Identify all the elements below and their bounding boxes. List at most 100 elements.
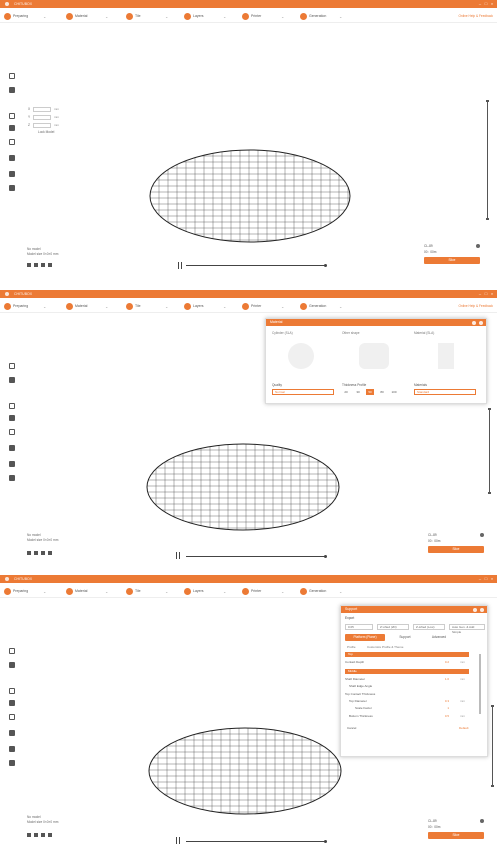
print-icon[interactable] (8, 86, 16, 94)
side-view-icon[interactable] (41, 833, 45, 837)
tab-advanced[interactable]: Advanced (431, 635, 447, 639)
z-scale-slider[interactable] (491, 705, 494, 787)
layer-slider[interactable] (186, 555, 327, 558)
thickness-pill[interactable]: 100 (391, 390, 397, 394)
front-view-icon[interactable] (34, 263, 38, 267)
hollow-icon[interactable] (8, 184, 16, 192)
rotate-icon[interactable] (8, 414, 16, 422)
help-link[interactable]: Online Help & Feedback (458, 304, 493, 308)
support-icon[interactable] (8, 460, 16, 468)
chevron-down-icon[interactable]: ⌄ (339, 13, 343, 19)
customize-link[interactable]: Customize Profile & Theme (367, 645, 404, 649)
print-icon[interactable] (8, 661, 16, 669)
thickness-pill[interactable]: 80 (380, 390, 384, 394)
step-printer[interactable]: Printer ⌄ (242, 587, 284, 595)
z-scale-slider[interactable] (486, 100, 489, 220)
hollow-icon[interactable] (8, 474, 16, 482)
open-file-icon[interactable] (8, 72, 16, 80)
cylinder-shape-option[interactable] (288, 343, 314, 369)
layer-slider[interactable] (186, 264, 327, 267)
chevron-down-icon[interactable]: ⌄ (43, 588, 47, 594)
step-layers[interactable]: Layers ⌄ (184, 12, 226, 20)
tab-support[interactable]: Support (399, 635, 411, 639)
z-scale-slider[interactable] (488, 408, 491, 494)
profile-link[interactable]: Profile (347, 645, 356, 649)
step-material[interactable]: Material ⌄ (66, 587, 108, 595)
chevron-down-icon[interactable]: ⌄ (105, 13, 109, 19)
chevron-down-icon[interactable]: ⌄ (339, 588, 343, 594)
chevron-down-icon[interactable]: ⌄ (281, 303, 285, 309)
hollow-icon[interactable] (8, 759, 16, 767)
step-generation[interactable]: Generation ⌄ (300, 12, 342, 20)
chevron-down-icon[interactable]: ⌄ (165, 303, 169, 309)
setting-value[interactable]: 1 (447, 706, 449, 710)
front-view-icon[interactable] (34, 833, 38, 837)
move-z-input[interactable] (33, 122, 51, 128)
pin-icon[interactable] (473, 607, 477, 612)
step-preparing[interactable]: Preparing ⌄ (4, 587, 46, 595)
step-layers[interactable]: Layers ⌄ (184, 587, 226, 595)
close-icon[interactable] (479, 320, 483, 325)
lift-speed-field[interactable]: Z-Lifted (Low) (413, 624, 445, 630)
close-button[interactable]: × (490, 576, 494, 581)
gear-icon[interactable] (476, 244, 480, 248)
move-icon[interactable] (8, 402, 16, 410)
auto-gen-field[interactable]: Auto Gen. & Add Simple (449, 624, 485, 634)
mirror-icon[interactable] (8, 729, 16, 737)
setting-value[interactable]: 0.5 (444, 714, 449, 718)
support-icon[interactable] (8, 170, 16, 178)
close-button[interactable]: × (490, 291, 494, 296)
slice-button[interactable]: Slice (428, 832, 484, 839)
section-middle[interactable]: Middle (345, 669, 469, 674)
chevron-down-icon[interactable]: ⌄ (43, 303, 47, 309)
maximize-button[interactable]: □ (484, 576, 488, 581)
move-icon[interactable] (8, 687, 16, 695)
step-tile[interactable]: Tile ⌄ (126, 12, 168, 20)
build-plate[interactable] (0, 0, 497, 284)
scale-icon[interactable] (8, 713, 16, 721)
step-tile[interactable]: Tile ⌄ (126, 587, 168, 595)
mirror-icon[interactable] (8, 154, 16, 162)
chevron-down-icon[interactable]: ⌄ (105, 303, 109, 309)
home-view-icon[interactable] (27, 263, 31, 267)
minimize-button[interactable]: – (478, 1, 482, 6)
chevron-down-icon[interactable]: ⌄ (339, 303, 343, 309)
chevron-down-icon[interactable]: ⌄ (165, 588, 169, 594)
default-button[interactable]: Default (459, 726, 469, 730)
cancel-button[interactable]: Cancel (347, 726, 357, 730)
step-preparing[interactable]: Preparing ⌄ (4, 302, 46, 310)
step-material[interactable]: Material ⌄ (66, 12, 108, 20)
scale-icon[interactable] (8, 428, 16, 436)
layer-slider[interactable] (186, 840, 327, 843)
pause-icon[interactable] (176, 837, 180, 844)
pin-icon[interactable] (472, 320, 476, 325)
step-material[interactable]: Material ⌄ (66, 302, 108, 310)
help-link[interactable]: Online Help & Feedback (458, 14, 493, 18)
gear-icon[interactable] (480, 533, 484, 537)
support-icon[interactable] (8, 745, 16, 753)
side-view-icon[interactable] (41, 551, 45, 555)
top-view-icon[interactable] (48, 263, 52, 267)
setting-value[interactable]: 0.3 (444, 699, 449, 703)
step-printer[interactable]: Printer ⌄ (242, 302, 284, 310)
home-view-icon[interactable] (27, 833, 31, 837)
step-preparing[interactable]: Preparing ⌄ (4, 12, 46, 20)
chevron-down-icon[interactable]: ⌄ (223, 303, 227, 309)
step-layers[interactable]: Layers ⌄ (184, 302, 226, 310)
step-printer[interactable]: Printer ⌄ (242, 12, 284, 20)
rotate-icon[interactable] (8, 699, 16, 707)
front-view-icon[interactable] (34, 551, 38, 555)
material-shape-option[interactable] (438, 343, 454, 369)
top-view-icon[interactable] (48, 551, 52, 555)
chevron-down-icon[interactable]: ⌄ (281, 13, 285, 19)
build-plate[interactable] (0, 575, 497, 853)
materials-select[interactable]: Standard (414, 389, 476, 395)
mirror-icon[interactable] (8, 444, 16, 452)
close-button[interactable]: × (490, 1, 494, 6)
move-x-input[interactable] (33, 106, 51, 112)
section-top[interactable]: Top (345, 652, 469, 657)
chevron-down-icon[interactable]: ⌄ (43, 13, 47, 19)
thickness-pill[interactable]: 20 (344, 390, 348, 394)
top-view-icon[interactable] (48, 833, 52, 837)
home-view-icon[interactable] (27, 551, 31, 555)
